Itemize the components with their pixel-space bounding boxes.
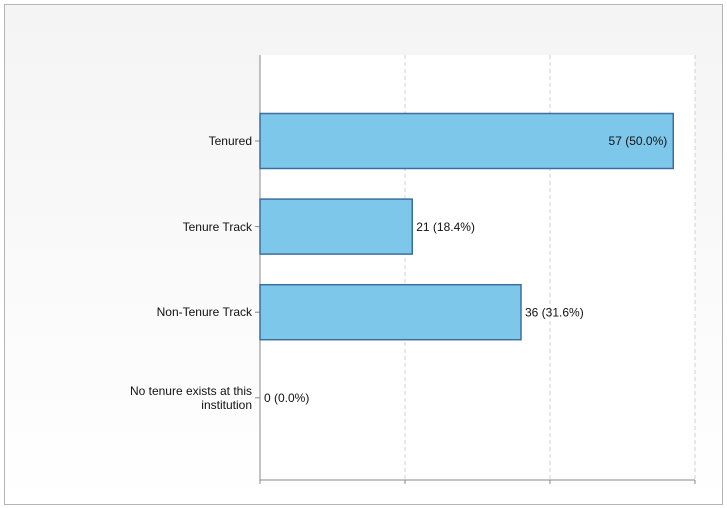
category-label: Tenured [208,134,252,148]
value-label: 36 (31.6%) [525,305,584,319]
category-label: No tenure exists at this institution [129,383,252,412]
category-label: Tenure Track [182,219,252,234]
value-label: 21 (18.4%) [416,220,475,234]
bar [259,112,674,170]
bar [259,198,413,255]
bar [259,283,522,341]
value-label: 57 (50.0%) [609,134,668,148]
value-label: 0 (0.0%) [264,391,309,405]
category-label: Non-Tenure Track [156,305,252,320]
